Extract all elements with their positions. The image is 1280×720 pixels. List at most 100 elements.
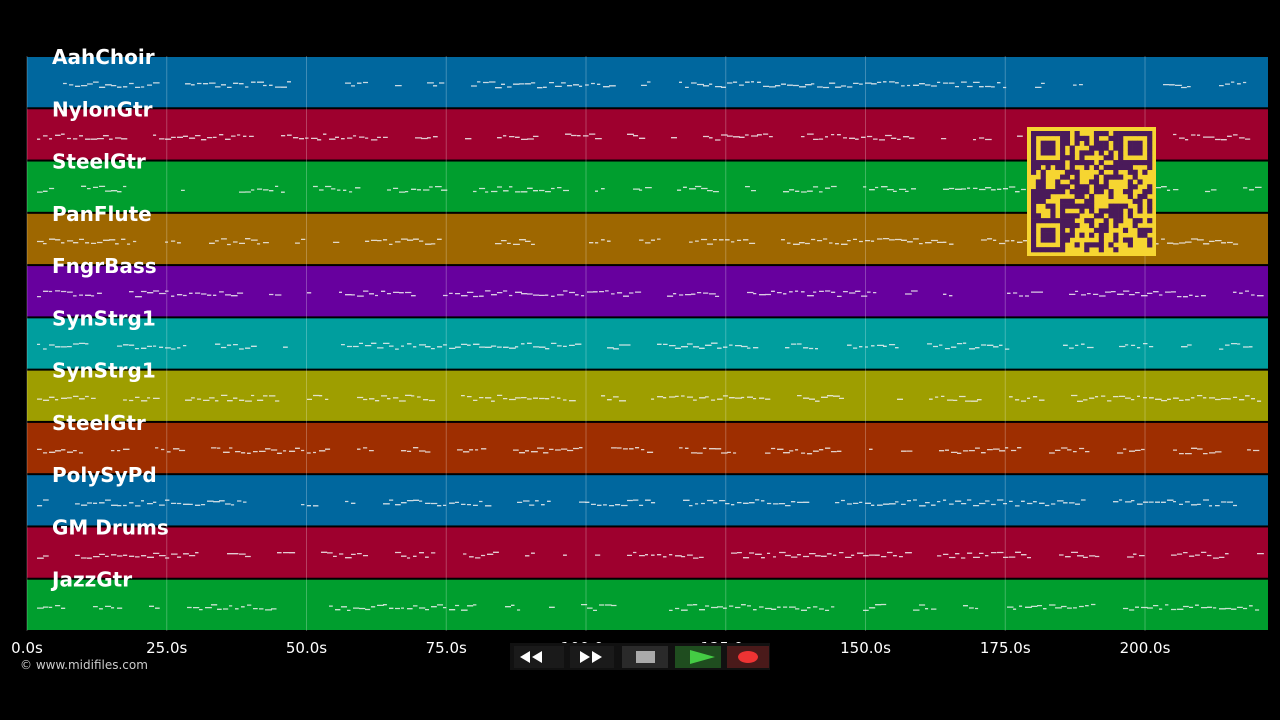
qr-cell: [1113, 247, 1119, 253]
qr-cell: [1132, 140, 1138, 146]
qr-cell: [1093, 242, 1100, 248]
qr-cell: [1074, 184, 1080, 190]
qr-cell: [1050, 140, 1056, 146]
qr-cell: [1074, 203, 1080, 209]
qr-cell: [1108, 213, 1114, 219]
qr-cell: [1122, 203, 1129, 209]
qr-cell: [1064, 232, 1071, 238]
qr-cell: [1093, 189, 1100, 195]
qr-cell: [1098, 131, 1104, 137]
qr-cell: [1074, 169, 1080, 175]
qr-cell: [1137, 145, 1143, 151]
qr-cell: [1089, 193, 1095, 200]
qr-cell: [1035, 179, 1041, 185]
qr-cell: [1031, 222, 1037, 229]
qr-cell: [1040, 193, 1046, 200]
qr-cell: [1031, 135, 1037, 141]
qr-cell: [1031, 155, 1037, 161]
qr-cell: [1074, 189, 1080, 195]
qr-cell: [1113, 222, 1119, 229]
tick-label: 200.0s: [1120, 639, 1171, 657]
qr-cell: [1074, 242, 1080, 248]
qr-cell: [1040, 189, 1046, 195]
qr-cell: [1127, 193, 1133, 200]
qr-cell: [1098, 189, 1104, 195]
qr-cell: [1069, 169, 1075, 175]
qr-cell: [1108, 208, 1114, 214]
qr-cell: [1147, 198, 1153, 204]
rewind-button[interactable]: [514, 646, 564, 668]
qr-cell: [1040, 247, 1046, 253]
qr-code: [1027, 127, 1156, 256]
qr-cell: [1031, 242, 1037, 248]
qr-cell: [1098, 247, 1104, 253]
qr-cell: [1035, 218, 1041, 224]
qr-cell: [1103, 227, 1109, 233]
play-button[interactable]: [675, 646, 721, 668]
qr-cell: [1031, 160, 1037, 166]
qr-cell: [1147, 150, 1153, 156]
qr-cell: [1093, 184, 1100, 190]
qr-cell: [1031, 189, 1037, 195]
qr-cell: [1127, 131, 1133, 137]
qr-cell: [1060, 189, 1066, 195]
qr-cell: [1089, 218, 1095, 224]
qr-cell: [1127, 169, 1133, 175]
qr-cell: [1098, 237, 1104, 243]
qr-cell: [1045, 131, 1051, 137]
qr-cell: [1147, 227, 1153, 233]
record-button[interactable]: [727, 646, 769, 668]
qr-cell: [1113, 160, 1119, 166]
qr-cell: [1060, 242, 1066, 248]
qr-cell: [1147, 203, 1153, 209]
qr-cell: [1093, 145, 1100, 151]
qr-cell: [1122, 189, 1129, 195]
qr-cell: [1108, 189, 1114, 195]
qr-cell: [1113, 203, 1119, 209]
qr-cell: [1069, 222, 1075, 229]
track-name: GM Drums: [52, 515, 169, 539]
qr-cell: [1035, 164, 1041, 171]
qr-cell: [1089, 160, 1095, 166]
qr-cell: [1118, 140, 1124, 146]
qr-cell: [1089, 242, 1095, 248]
qr-cell: [1079, 184, 1085, 190]
qr-cell: [1050, 145, 1056, 151]
qr-cell: [1035, 160, 1041, 166]
qr-cell: [1113, 140, 1119, 146]
qr-cell: [1060, 184, 1066, 190]
qr-cell: [1074, 140, 1080, 146]
qr-cell: [1113, 208, 1119, 214]
qr-cell: [1137, 203, 1143, 209]
qr-cell: [1103, 218, 1109, 224]
qr-cell: [1031, 150, 1037, 156]
qr-cell: [1127, 208, 1133, 214]
qr-cell: [1060, 145, 1066, 151]
qr-cell: [1137, 193, 1143, 200]
qr-cell: [1074, 222, 1080, 229]
qr-cell: [1093, 227, 1100, 233]
qr-cell: [1084, 203, 1090, 209]
qr-cell: [1055, 184, 1061, 190]
qr-cell: [1060, 203, 1066, 209]
forward-button[interactable]: [570, 646, 614, 668]
qr-cell: [1089, 198, 1095, 204]
track-lane: [27, 370, 1268, 421]
qr-cell: [1060, 198, 1066, 204]
qr-cell: [1040, 160, 1046, 166]
qr-cell: [1031, 203, 1037, 209]
stop-button[interactable]: [622, 646, 668, 668]
qr-cell: [1108, 174, 1114, 180]
qr-cell: [1098, 169, 1104, 175]
track-name: PanFlute: [52, 202, 152, 226]
qr-cell: [1055, 189, 1061, 195]
qr-cell: [1069, 232, 1075, 238]
qr-cell: [1103, 184, 1109, 190]
qr-cell: [1060, 218, 1066, 224]
qr-cell: [1113, 164, 1119, 171]
qr-cell: [1118, 135, 1124, 141]
qr-cell: [1137, 198, 1143, 204]
qr-cell: [1064, 155, 1071, 161]
qr-cell: [1035, 247, 1041, 253]
